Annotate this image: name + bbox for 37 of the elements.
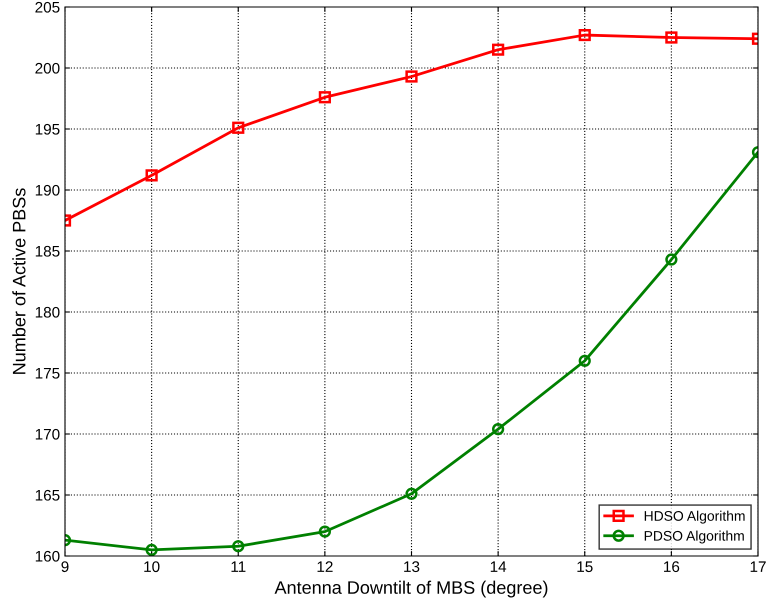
x-tick-label: 16 <box>664 561 680 572</box>
point <box>146 544 158 556</box>
point <box>492 423 504 436</box>
y-axis-title: Number of Active PBSs <box>12 188 26 374</box>
x-tick-label: 12 <box>318 561 333 572</box>
y-tick-label: 165 <box>36 490 60 501</box>
x-tick-label: 10 <box>144 561 160 572</box>
y-tick-label: 175 <box>36 368 60 379</box>
point <box>232 122 244 134</box>
point <box>578 354 591 367</box>
y-tick-label: 170 <box>36 428 60 440</box>
y-tick-label: 190 <box>36 184 60 196</box>
point <box>492 44 504 56</box>
point <box>232 540 244 552</box>
legend-label: PDSO Algorithm <box>644 530 744 544</box>
point <box>318 525 331 538</box>
point <box>578 28 591 42</box>
x-tick-label: 9 <box>61 561 69 572</box>
y-tick-label: 185 <box>36 246 60 257</box>
x-tick-label: 13 <box>404 561 420 572</box>
point <box>318 91 331 104</box>
y-tick-label: 180 <box>36 306 60 318</box>
x-tick-label: 15 <box>577 561 593 572</box>
point <box>665 31 678 44</box>
y-tick-label: 195 <box>36 124 60 135</box>
y-tick-label: 200 <box>35 62 60 74</box>
x-tick-label: 17 <box>750 561 766 572</box>
point <box>405 488 418 500</box>
legend-label: HDSO Algorithm <box>644 510 745 524</box>
point <box>405 70 418 83</box>
x-axis-title: Antenna Downtilt of MBS (degree) <box>274 580 548 598</box>
point <box>146 169 158 182</box>
y-tick-label: 205 <box>35 2 60 13</box>
x-tick-label: 11 <box>231 561 246 572</box>
x-tick-label: 14 <box>490 561 506 572</box>
y-tick-label: 160 <box>36 550 60 562</box>
point <box>665 253 678 266</box>
